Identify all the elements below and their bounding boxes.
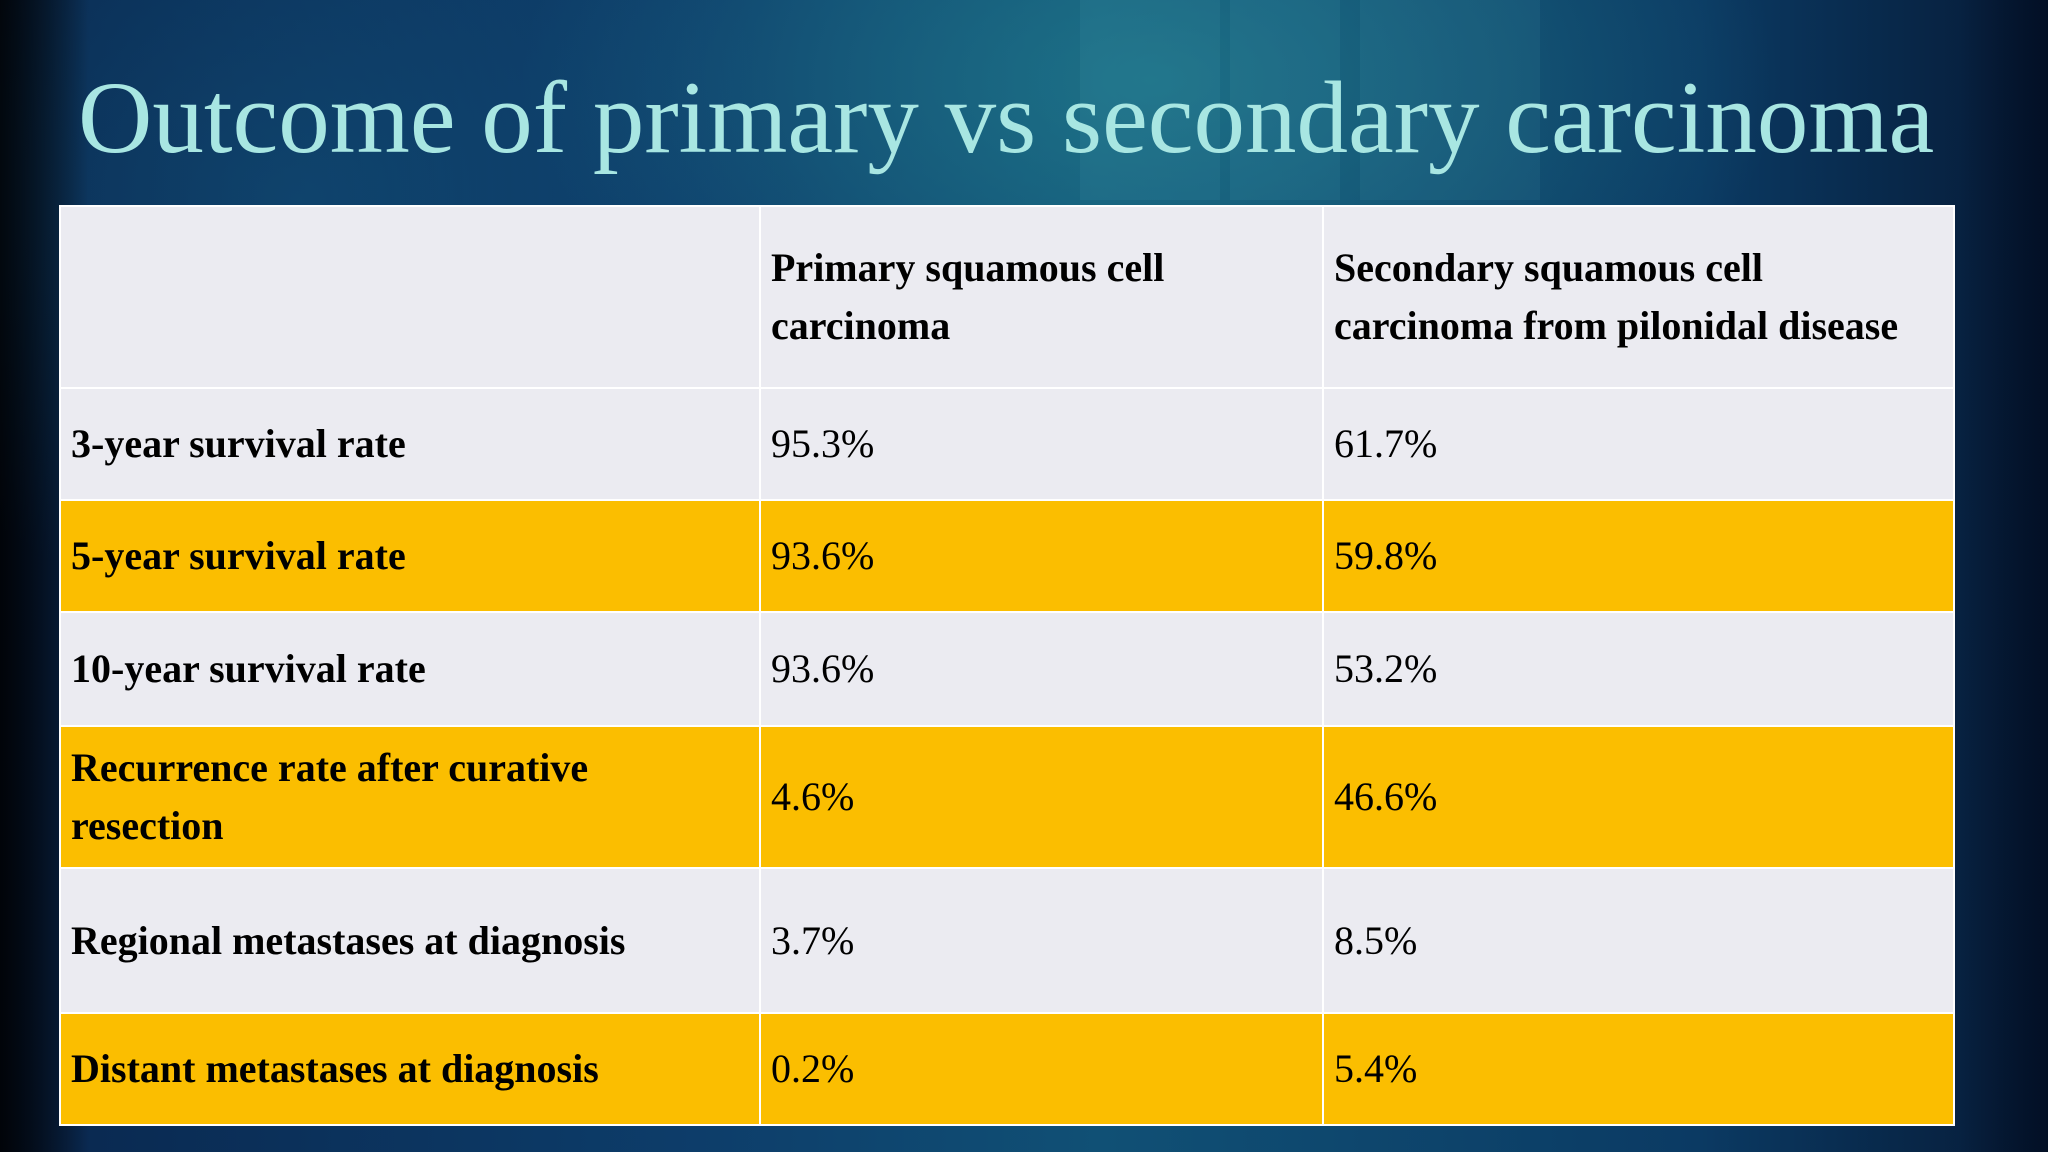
secondary-value: 5.4% bbox=[1322, 1012, 1955, 1126]
table-row: 5-year survival rate 93.6% 59.8% bbox=[59, 499, 1955, 613]
header-cell-primary: Primary squamous cell carcinoma bbox=[759, 205, 1324, 389]
table-row: 10-year survival rate 93.6% 53.2% bbox=[59, 611, 1955, 727]
row-label: 10-year survival rate bbox=[59, 611, 761, 727]
background-window-panel bbox=[1230, 0, 1340, 200]
table-header-row: Primary squamous cell carcinoma Secondar… bbox=[59, 205, 1955, 389]
slide-title: Outcome of primary vs secondary carcinom… bbox=[78, 61, 1935, 175]
primary-value: 4.6% bbox=[759, 725, 1324, 869]
row-label: Recurrence rate after curative resection bbox=[59, 725, 761, 869]
secondary-value: 59.8% bbox=[1322, 499, 1955, 613]
background-window-panel bbox=[1080, 0, 1220, 200]
table-row: 3-year survival rate 95.3% 61.7% bbox=[59, 387, 1955, 501]
outcome-table: Primary squamous cell carcinoma Secondar… bbox=[59, 205, 1955, 1126]
row-label: Regional metastases at diagnosis bbox=[59, 867, 761, 1014]
table-row: Distant metastases at diagnosis 0.2% 5.4… bbox=[59, 1012, 1955, 1126]
background-vignette-right bbox=[1958, 0, 2048, 1152]
primary-value: 93.6% bbox=[759, 611, 1324, 727]
secondary-value: 8.5% bbox=[1322, 867, 1955, 1014]
row-label: 5-year survival rate bbox=[59, 499, 761, 613]
table-row: Regional metastases at diagnosis 3.7% 8.… bbox=[59, 867, 1955, 1014]
header-cell-empty bbox=[59, 205, 761, 389]
background-window-panel bbox=[1360, 0, 1540, 200]
primary-value: 93.6% bbox=[759, 499, 1324, 613]
table-row: Recurrence rate after curative resection… bbox=[59, 725, 1955, 869]
primary-value: 0.2% bbox=[759, 1012, 1324, 1126]
secondary-value: 53.2% bbox=[1322, 611, 1955, 727]
row-label: 3-year survival rate bbox=[59, 387, 761, 501]
primary-value: 3.7% bbox=[759, 867, 1324, 1014]
secondary-value: 46.6% bbox=[1322, 725, 1955, 869]
secondary-value: 61.7% bbox=[1322, 387, 1955, 501]
header-cell-secondary: Secondary squamous cell carcinoma from p… bbox=[1322, 205, 1955, 389]
primary-value: 95.3% bbox=[759, 387, 1324, 501]
row-label: Distant metastases at diagnosis bbox=[59, 1012, 761, 1126]
